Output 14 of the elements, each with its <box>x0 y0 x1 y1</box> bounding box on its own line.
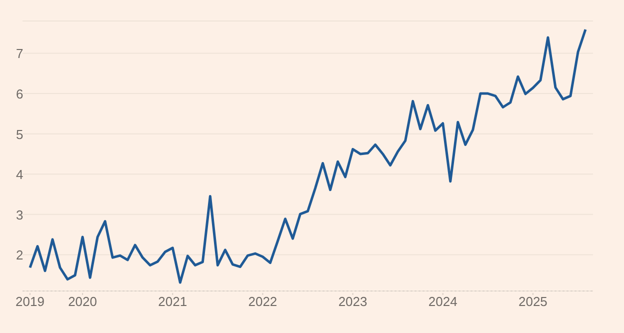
y-tick-label: 2 <box>16 248 24 263</box>
x-tick-label: 2022 <box>248 294 278 310</box>
y-tick-label: 6 <box>16 86 24 102</box>
x-tick-label: 2025 <box>518 294 548 310</box>
x-tick-label: 2020 <box>68 294 98 310</box>
y-tick-label: 5 <box>16 126 24 142</box>
y-tick-label: 4 <box>16 167 24 182</box>
x-tick-label: 2023 <box>338 294 368 310</box>
y-tick-label: 3 <box>16 207 24 222</box>
x-tick-label: 2019 <box>16 294 44 310</box>
x-tick-label: 2021 <box>158 294 188 310</box>
line-series <box>28 28 587 284</box>
y-tick-label: 7 <box>16 46 24 62</box>
x-tick-label: 2024 <box>428 294 458 310</box>
